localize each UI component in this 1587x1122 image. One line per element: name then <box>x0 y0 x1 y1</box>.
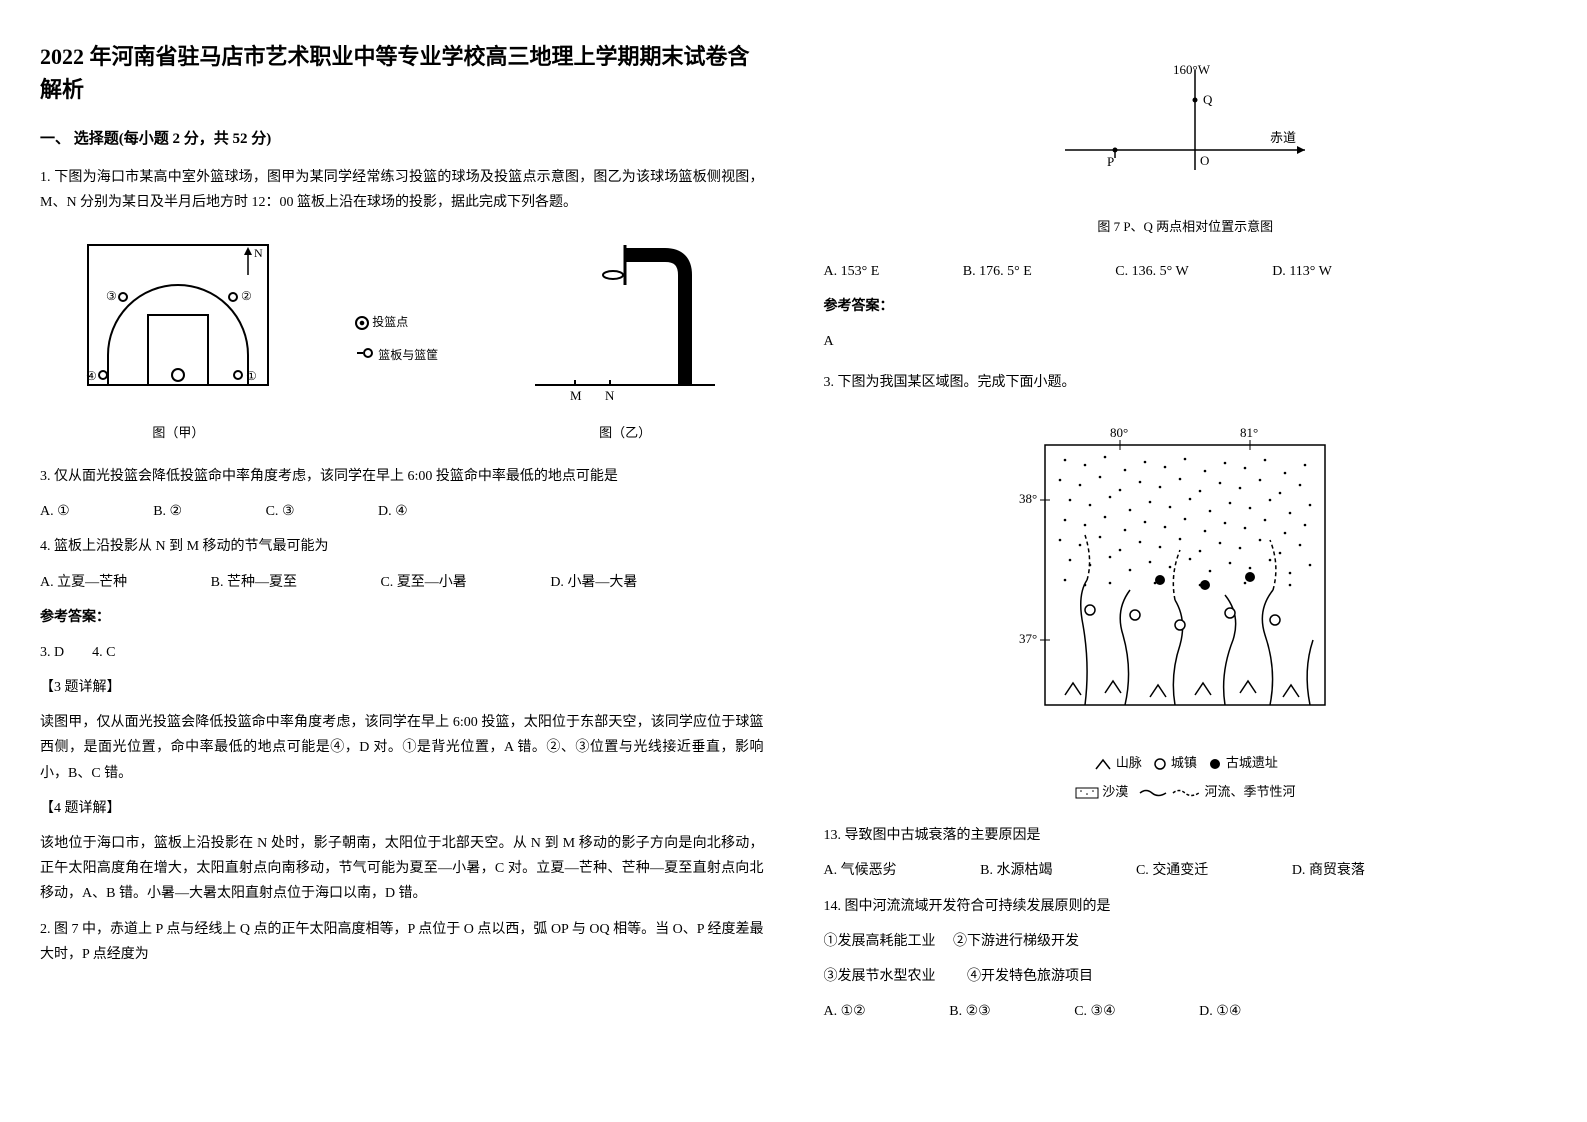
legend-desert: 沙漠 <box>1102 784 1128 799</box>
left-column: 2022 年河南省驻马店市艺术职业中等专业学校高三地理上学期期末试卷含解析 一、… <box>40 40 764 1030</box>
q3-sub14-items12: ①发展高耗能工业 ②下游进行梯级开发 <box>824 929 1548 954</box>
svg-text:37°: 37° <box>1019 631 1037 646</box>
q1-a4-body: 该地位于海口市，篮板上沿投影在 N 处时，影子朝南，太阳位于北部天空。从 N 到… <box>40 831 764 907</box>
svg-text:P: P <box>1107 154 1114 169</box>
q3-figure: 80° 81° 38° 37° <box>824 415 1548 803</box>
opt-b: B. 芒种—夏至 <box>211 570 337 595</box>
opt-c: C. 夏至—小暑 <box>380 570 506 595</box>
q1-figures: N ① ② ③ ④ 图（甲） 投篮点 <box>40 235 764 444</box>
section-1-heading: 一、 选择题(每小题 2 分，共 52 分) <box>40 126 764 153</box>
opt-d: D. 商贸衰落 <box>1292 858 1405 883</box>
opt-c: C. ③④ <box>1074 999 1155 1024</box>
legend-mountain: 山脉 <box>1116 755 1142 770</box>
q3-sub14-items34: ③发展节水型农业 ④开发特色旅游项目 <box>824 964 1548 989</box>
q2-figure: O P Q 160°W 赤道 图 7 P、Q 两点相对位置示意图 <box>824 60 1548 239</box>
svg-text:38°: 38° <box>1019 491 1037 506</box>
label-2: ② <box>241 289 252 303</box>
q1-a3-head: 【3 题详解】 <box>40 675 764 700</box>
svg-text:80°: 80° <box>1110 425 1128 440</box>
q1-a4-head: 【4 题详解】 <box>40 796 764 821</box>
q1-answer-label: 参考答案： <box>40 605 764 630</box>
opt-c: C. 交通变迁 <box>1136 858 1248 883</box>
opt-d: D. ④ <box>378 499 448 524</box>
q3-legend-row1: 山脉 城镇 古城遗址 <box>824 751 1548 774</box>
svg-text:N: N <box>254 246 263 260</box>
q2-figure-svg: O P Q 160°W 赤道 <box>1045 60 1325 200</box>
legend-board: 篮板与篮筐 <box>378 348 438 362</box>
q3-stem: 3. 下图为我国某区域图。完成下面小题。 <box>824 370 1548 395</box>
q1-sub4-opts: A. 立夏—芒种 B. 芒种—夏至 C. 夏至—小暑 D. 小暑—大暑 <box>40 570 764 595</box>
label-1: ① <box>246 369 257 383</box>
figure-jia-legend: 投篮点 篮板与篮筐 <box>355 312 438 368</box>
opt-a: A. ①② <box>824 999 906 1024</box>
q2-answer: A <box>824 329 1548 354</box>
svg-text:M: M <box>570 388 582 403</box>
legend-town: 城镇 <box>1171 755 1197 770</box>
opt-d: D. 小暑—大暑 <box>550 570 677 595</box>
opt-b: B. 176. 5° E <box>963 259 1072 284</box>
q1-sub3-opts: A. ① B. ② C. ③ D. ④ <box>40 499 764 524</box>
figure-jia-caption: 图（甲） <box>78 421 278 444</box>
label-4: ④ <box>86 369 97 383</box>
q1-sub3-stem: 3. 仅从面光投篮会降低投篮命中率角度考虑，该同学在早上 6:00 投篮命中率最… <box>40 464 764 489</box>
q3-legend-row2: 沙漠 河流、季节性河 <box>824 780 1548 803</box>
exam-title: 2022 年河南省驻马店市艺术职业中等专业学校高三地理上学期期末试卷含解析 <box>40 40 764 106</box>
q3-figure-svg: 80° 81° 38° 37° <box>1015 415 1355 735</box>
legend-ruin: 古城遗址 <box>1226 755 1278 770</box>
opt-d: D. 113° W <box>1272 259 1372 284</box>
figure-yi: M N 图（乙） <box>525 235 725 444</box>
opt-b: B. ② <box>153 499 222 524</box>
label-3: ③ <box>106 289 117 303</box>
right-column: O P Q 160°W 赤道 图 7 P、Q 两点相对位置示意图 A. 153°… <box>824 40 1548 1030</box>
svg-text:N: N <box>605 388 615 403</box>
opt-a: A. ① <box>40 499 110 524</box>
opt-a: A. 153° E <box>824 259 920 284</box>
q2-opts: A. 153° E B. 176. 5° E C. 136. 5° W D. 1… <box>824 259 1548 284</box>
figure-jia: N ① ② ③ ④ 图（甲） <box>78 235 278 444</box>
opt-b: B. 水源枯竭 <box>980 858 1092 883</box>
figure-yi-caption: 图（乙） <box>525 421 725 444</box>
q1-stem: 1. 下图为海口市某高中室外篮球场，图甲为某同学经常练习投篮的球场及投篮点示意图… <box>40 165 764 215</box>
opt-c: C. 136. 5° W <box>1115 259 1228 284</box>
q1-sub4-stem: 4. 篮板上沿投影从 N 到 M 移动的节气最可能为 <box>40 534 764 559</box>
q1-answers: 3. D 4. C <box>40 640 764 665</box>
opt-a: A. 气候恶劣 <box>824 858 937 883</box>
svg-text:赤道: 赤道 <box>1270 130 1296 145</box>
q1-a3-body: 读图甲，仅从面光投篮会降低投篮命中率角度考虑，该同学在早上 6:00 投篮，太阳… <box>40 710 764 786</box>
figure-yi-svg: M N <box>525 235 725 405</box>
svg-text:81°: 81° <box>1240 425 1258 440</box>
q2-stem: 2. 图 7 中，赤道上 P 点与经线上 Q 点的正午太阳高度相等，P 点位于 … <box>40 917 764 967</box>
legend-river: 河流、季节性河 <box>1205 784 1296 799</box>
q2-figure-caption: 图 7 P、Q 两点相对位置示意图 <box>824 215 1548 238</box>
opt-b: B. ②③ <box>949 999 1030 1024</box>
figure-jia-svg: N ① ② ③ ④ <box>78 235 278 405</box>
opt-a: A. 立夏—芒种 <box>40 570 167 595</box>
q2-answer-label: 参考答案： <box>824 294 1548 319</box>
svg-text:O: O <box>1200 153 1209 168</box>
svg-text:Q: Q <box>1203 92 1213 107</box>
q3-sub14-opts: A. ①② B. ②③ C. ③④ D. ①④ <box>824 999 1548 1024</box>
legend-shot: 投篮点 <box>372 315 408 329</box>
svg-text:160°W: 160°W <box>1173 62 1211 77</box>
opt-d: D. ①④ <box>1199 999 1281 1024</box>
page-container: 2022 年河南省驻马店市艺术职业中等专业学校高三地理上学期期末试卷含解析 一、… <box>40 40 1547 1030</box>
q3-sub14-stem: 14. 图中河流流域开发符合可持续发展原则的是 <box>824 894 1548 919</box>
desert-dots <box>1059 456 1312 587</box>
q3-sub13-stem: 13. 导致图中古城衰落的主要原因是 <box>824 823 1548 848</box>
opt-c: C. ③ <box>266 499 335 524</box>
q3-sub13-opts: A. 气候恶劣 B. 水源枯竭 C. 交通变迁 D. 商贸衰落 <box>824 858 1548 883</box>
